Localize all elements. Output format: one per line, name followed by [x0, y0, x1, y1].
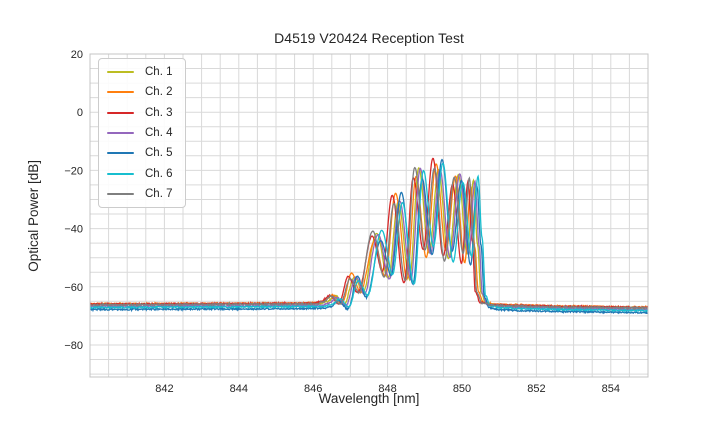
spectrum-curve-ch-7 — [90, 166, 648, 311]
legend-label: Ch. 3 — [145, 106, 173, 119]
legend-item-ch-4: Ch. 4 — [99, 123, 185, 143]
y-tick-label: 20 — [71, 49, 83, 61]
legend-line-swatch — [107, 111, 134, 114]
x-tick-label: 842 — [155, 383, 173, 395]
legend-line-swatch — [107, 152, 134, 155]
legend-line-swatch — [107, 132, 134, 134]
legend-item-ch-5: Ch. 5 — [99, 143, 185, 163]
y-tick-label: −80 — [64, 340, 83, 352]
legend-label: Ch. 6 — [145, 167, 173, 180]
legend-label: Ch. 2 — [145, 86, 173, 99]
tick-labels: 842 844 846 848 850 852 854 20 0 −20 −40 −60 −80 — [64, 49, 620, 395]
spectrum-curve-ch-6 — [90, 163, 648, 313]
x-tick-label: 850 — [453, 383, 471, 395]
legend-label: Ch. 1 — [145, 66, 173, 79]
gridlines — [90, 54, 648, 377]
plot-border — [89, 53, 649, 378]
legend-label: Ch. 5 — [145, 147, 173, 160]
x-tick-label: 844 — [230, 383, 248, 395]
y-tick-label: −40 — [64, 224, 83, 236]
y-axis-label: Optical Power [dB] — [25, 160, 41, 272]
legend-item-ch-2: Ch. 2 — [99, 82, 185, 102]
chart-title: D4519 V20424 Reception Test — [274, 30, 464, 46]
legend-item-ch-3: Ch. 3 — [99, 103, 185, 123]
legend-line-swatch — [107, 71, 134, 74]
y-axis-label-container: Optical Power [dB] — [24, 0, 42, 432]
legend-line-swatch — [107, 91, 134, 94]
x-tick-label: 854 — [602, 383, 620, 395]
x-tick-label: 848 — [378, 383, 396, 395]
y-tick-label: 0 — [77, 107, 83, 119]
legend: Ch. 1 Ch. 2 Ch. 3 Ch. 4 Ch. 5 Ch. 6 Ch. 7 — [98, 58, 186, 208]
y-tick-label: −60 — [64, 282, 83, 294]
legend-item-ch-6: Ch. 6 — [99, 163, 185, 183]
y-tick-label: −20 — [64, 165, 83, 177]
x-axis-label: Wavelength [nm] — [318, 391, 420, 406]
legend-label: Ch. 4 — [145, 127, 173, 139]
legend-label: Ch. 7 — [145, 187, 173, 200]
legend-line-swatch — [107, 192, 134, 195]
legend-item-ch-7: Ch. 7 — [99, 184, 185, 204]
legend-item-ch-1: Ch. 1 — [99, 62, 185, 82]
x-tick-label: 852 — [527, 383, 545, 395]
spectrum-curves — [90, 157, 648, 315]
legend-line-swatch — [107, 172, 134, 175]
x-tick-label: 846 — [304, 383, 322, 395]
